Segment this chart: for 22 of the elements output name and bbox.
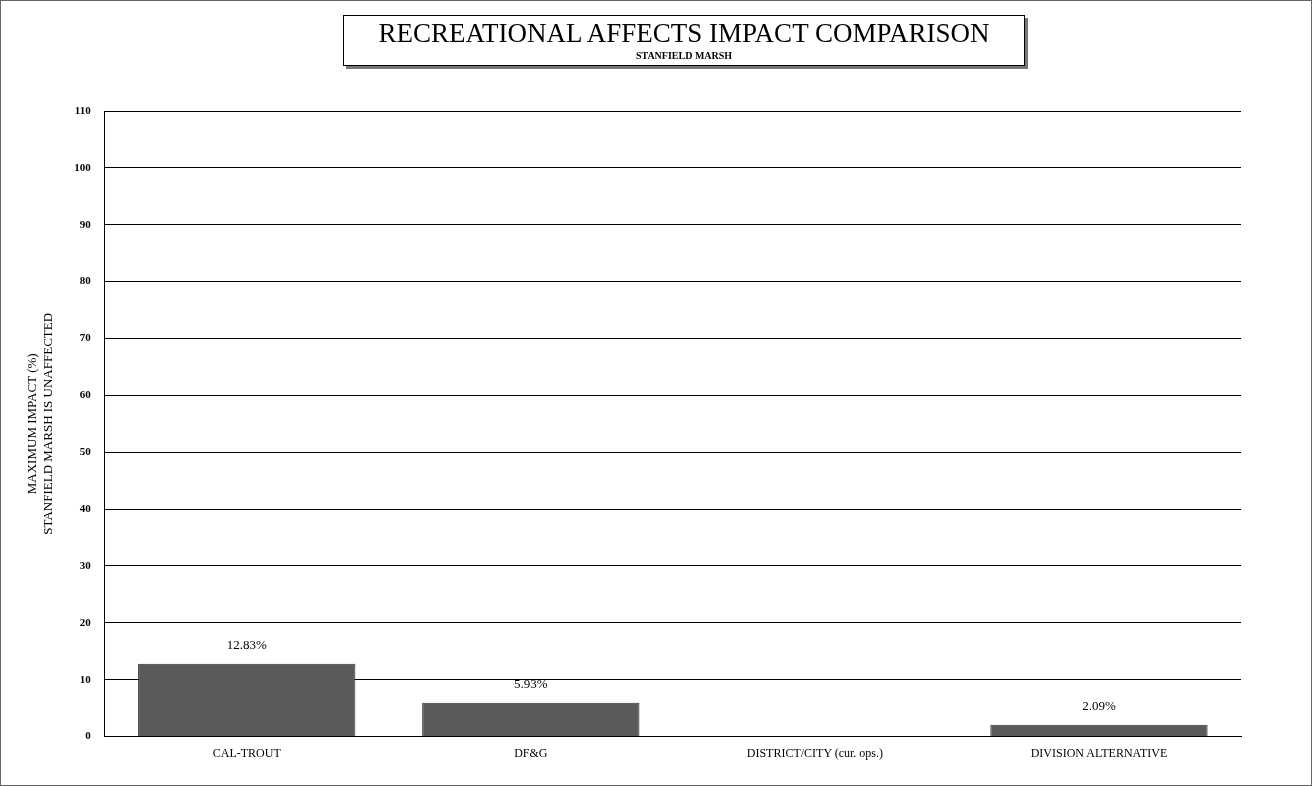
chart-subtitle: STANFIELD MARSH [634, 50, 734, 61]
x-tick-label: DF&G [514, 745, 548, 760]
y-axis-title: MAXIMUM IMPACT (%) STANFIELD MARSH IS UNAFFECTED [24, 312, 55, 535]
y-tick-label: 90 [79, 217, 92, 230]
y-tick-label: 100 [74, 160, 92, 173]
y-tick-label: 50 [79, 445, 92, 458]
y-tick-label: 60 [79, 388, 92, 401]
x-tick-label: DIVISION ALTERNATIVE [1030, 745, 1168, 760]
y-tick-label: 0 [85, 729, 92, 742]
y-tick-label: 110 [74, 103, 92, 116]
data-label: 5.93% [514, 675, 548, 691]
x-tick-label: DISTRICT/CITY (cur. ops.) [746, 745, 883, 760]
data-label: 2.09% [1082, 697, 1116, 713]
x-tick-label: CAL-TROUT [212, 745, 282, 760]
y-tick-label: 30 [79, 558, 92, 571]
chart-title: RECREATIONAL AFFECTS IMPACT COMPARISON [377, 18, 991, 48]
y-tick-label: 80 [79, 274, 92, 287]
y-tick-label: 70 [79, 331, 92, 344]
data-label: 12.83% [226, 636, 267, 652]
y-tick-label: 10 [79, 672, 92, 685]
y-tick-label: 20 [79, 615, 92, 628]
y-tick-label: 40 [79, 501, 92, 514]
